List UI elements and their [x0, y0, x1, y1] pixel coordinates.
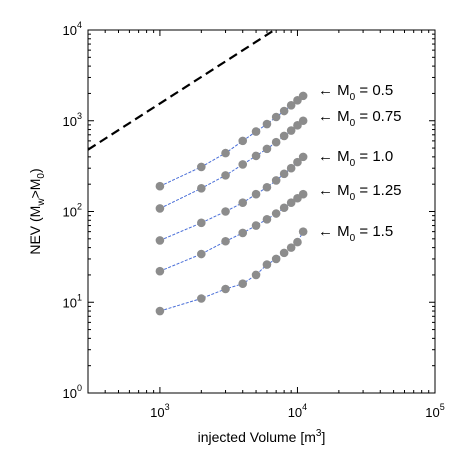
- data-point: [286, 243, 296, 252]
- data-point: [197, 162, 206, 172]
- data-point: [271, 254, 281, 264]
- data-point: [155, 306, 165, 316]
- data-point: [197, 218, 206, 228]
- data-point: [251, 151, 261, 161]
- reference-line-layer: [87, 29, 276, 151]
- series-layer: [155, 91, 308, 316]
- data-point: [298, 189, 308, 199]
- series-annotation: ← M0 = 0.5: [318, 82, 393, 103]
- y-tick-label: 100: [63, 383, 82, 401]
- data-point: [221, 148, 230, 158]
- tick-layer: 103 104 105 100 101 102 103 104: [63, 20, 445, 420]
- data-point: [262, 182, 272, 192]
- x-tick-label: 104: [288, 402, 307, 420]
- data-point: [298, 91, 308, 101]
- series-annotation: ← M0 = 1.5: [318, 223, 393, 244]
- data-point: [286, 198, 296, 208]
- series-2: [155, 116, 308, 213]
- data-point: [271, 112, 281, 122]
- data-point: [238, 136, 248, 146]
- data-point: [279, 169, 289, 179]
- y-tick-label: 102: [63, 202, 82, 220]
- y-tick-label: 104: [63, 20, 82, 38]
- data-point: [221, 207, 230, 216]
- reference-dashed-line: [87, 29, 276, 151]
- data-point: [251, 127, 261, 136]
- series-5: [155, 227, 308, 316]
- series-annotation: ← M0 = 1.0: [318, 148, 393, 169]
- data-point: [279, 106, 289, 116]
- series-3: [155, 152, 308, 245]
- y-tick-label: 101: [63, 292, 82, 310]
- data-point: [221, 284, 230, 294]
- data-point: [197, 294, 206, 303]
- data-point: [286, 100, 296, 110]
- data-point: [155, 204, 165, 213]
- data-point: [155, 181, 165, 191]
- data-point: [251, 221, 261, 230]
- data-point: [293, 237, 302, 247]
- annotations-layer: ← M0 = 0.5 ← M0 = 0.75 ← M0 = 1.0 ← M0 = 1.…: [318, 82, 402, 244]
- data-point: [262, 260, 272, 269]
- data-point: [262, 215, 272, 224]
- data-point: [238, 160, 248, 169]
- data-point: [251, 189, 261, 199]
- data-point: [262, 144, 272, 154]
- data-point: [286, 126, 296, 135]
- x-tick-label: 105: [425, 402, 444, 420]
- data-point: [262, 119, 272, 129]
- data-point: [155, 266, 165, 276]
- data-point: [197, 249, 206, 259]
- data-point: [293, 157, 302, 167]
- y-axis-label: NEV (Mw>M0): [27, 168, 47, 254]
- data-point: [221, 171, 230, 180]
- data-point: [298, 116, 308, 126]
- data-point: [298, 152, 308, 162]
- x-axis-label: injected Volume [m3]: [198, 428, 326, 445]
- data-point: [271, 137, 281, 147]
- data-point: [286, 163, 296, 173]
- data-point: [293, 121, 302, 130]
- data-point: [221, 236, 230, 246]
- series-annotation: ← M0 = 1.25: [318, 182, 402, 203]
- series-annotation: ← M0 = 0.75: [318, 108, 402, 129]
- data-point: [251, 270, 261, 280]
- y-tick-label: 103: [63, 111, 82, 129]
- data-point: [279, 248, 289, 258]
- x-tick-label: 103: [150, 402, 169, 420]
- data-point: [279, 203, 289, 213]
- data-point: [238, 198, 248, 208]
- data-point: [238, 228, 248, 238]
- axis-labels: injected Volume [m3] NEV (Mw>M0): [27, 168, 325, 445]
- data-point: [197, 184, 206, 193]
- data-point: [271, 209, 281, 218]
- series-1: [155, 91, 308, 191]
- data-point: [155, 236, 165, 245]
- data-point: [271, 176, 281, 185]
- data-point: [238, 279, 248, 289]
- data-point: [279, 131, 289, 141]
- series-4: [155, 189, 308, 276]
- data-point: [298, 227, 308, 236]
